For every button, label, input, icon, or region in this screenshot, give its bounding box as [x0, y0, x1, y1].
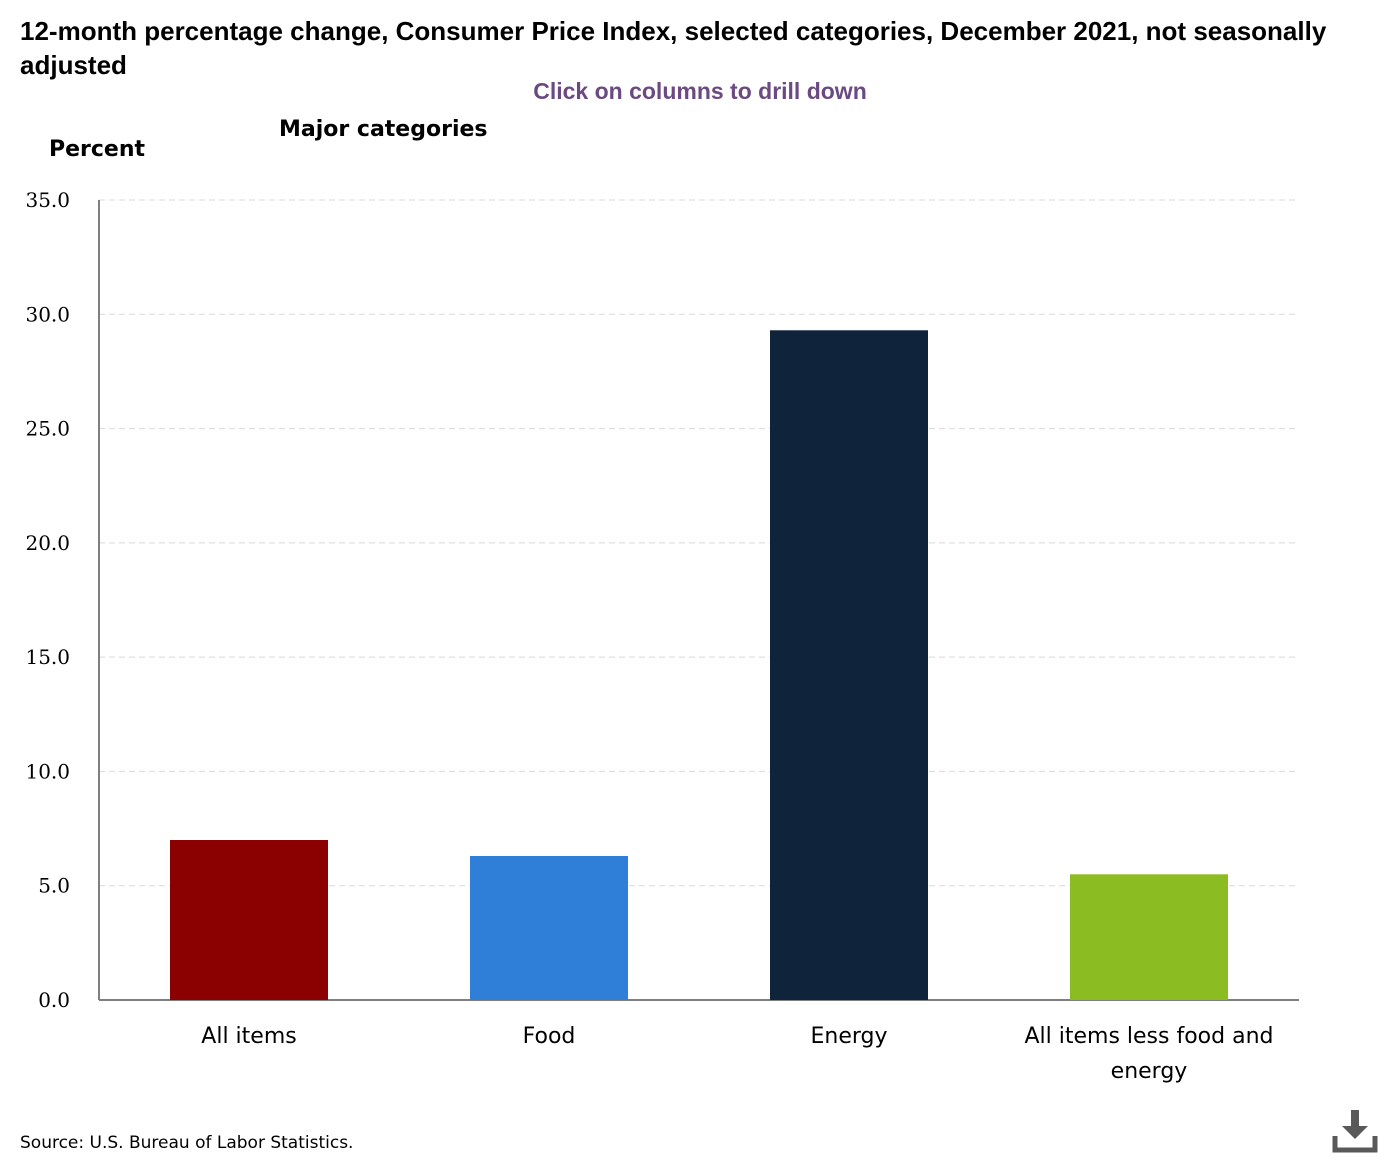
- chart-title: 12-month percentage change, Consumer Pri…: [20, 16, 1327, 80]
- source-note: Source: U.S. Bureau of Labor Statistics.: [20, 1133, 354, 1153]
- download-tray: [1332, 1136, 1378, 1153]
- y-tick-label: 20.0: [25, 531, 70, 555]
- y-tick-label: 15.0: [25, 645, 70, 669]
- drill-down-hint[interactable]: Click on columns to drill down: [533, 78, 867, 104]
- bar-energy[interactable]: [770, 330, 928, 1000]
- y-tick-label: 5.0: [38, 874, 70, 898]
- x-category-label-food: Food: [523, 1024, 576, 1049]
- bar-food[interactable]: [470, 856, 628, 1000]
- x-category-label-all-items: All items: [201, 1024, 296, 1049]
- y-tick-label: 25.0: [25, 417, 70, 441]
- bar-all-items-less-food-and-energy[interactable]: [1070, 874, 1228, 1000]
- chart-subtitle: Major categories: [279, 117, 488, 142]
- y-tick-label: 10.0: [25, 759, 70, 783]
- download-icon[interactable]: [1332, 1108, 1378, 1154]
- download-arrow-head: [1342, 1126, 1368, 1139]
- y-tick-label: 35.0: [25, 188, 70, 212]
- y-axis-unit-label: Percent: [49, 137, 146, 162]
- bar-all-items[interactable]: [170, 840, 328, 1000]
- x-category-label-all-items-less-food-and-energy: All items less food and energy: [1024, 1024, 1273, 1084]
- y-tick-label: 30.0: [25, 302, 70, 326]
- y-tick-label: 0.0: [38, 988, 70, 1012]
- download-arrow-shaft: [1351, 1110, 1359, 1128]
- x-category-label-energy: Energy: [810, 1024, 887, 1049]
